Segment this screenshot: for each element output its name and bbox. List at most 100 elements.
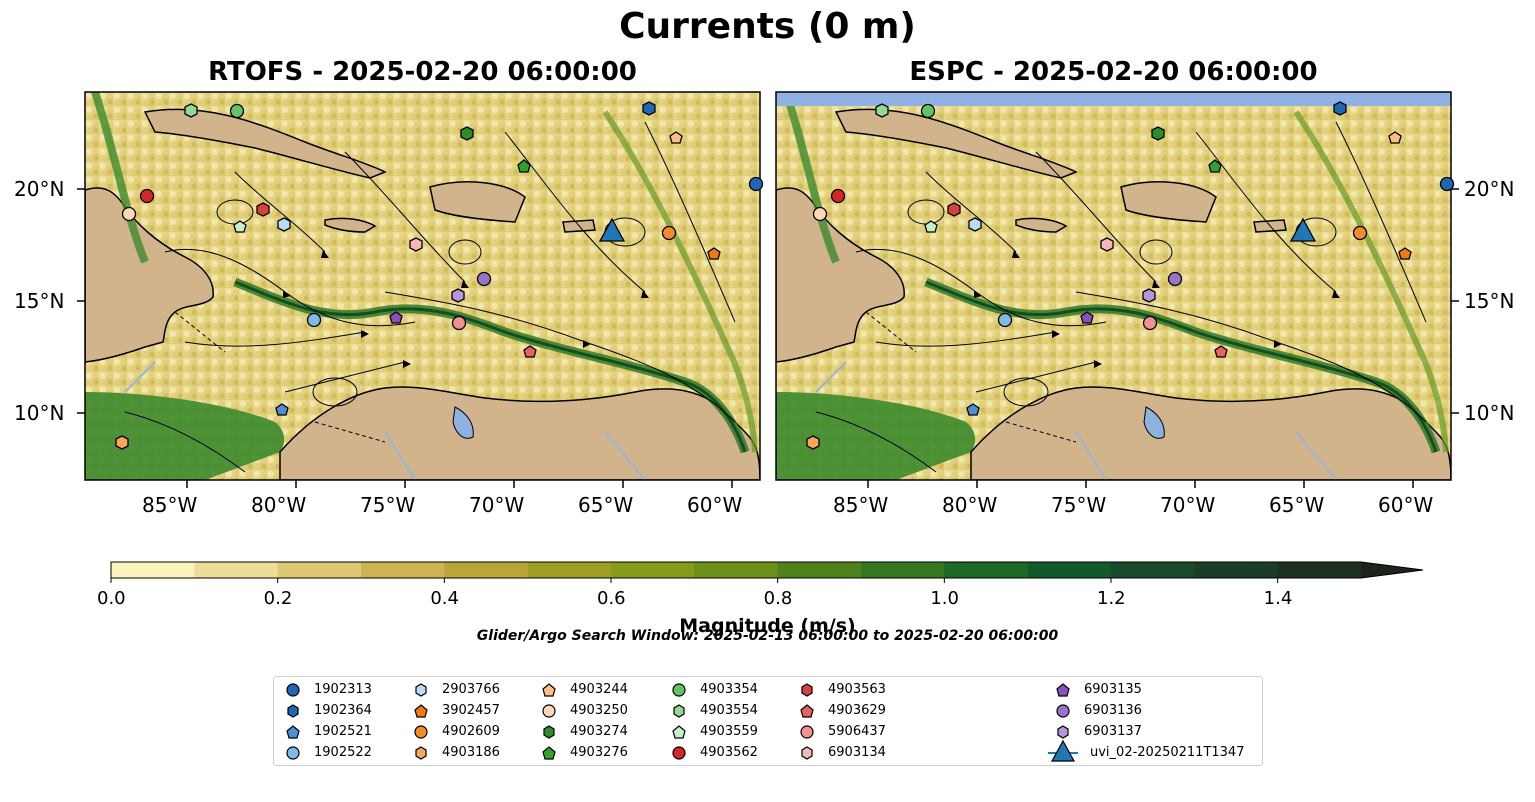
colorbar-tick-label: 1.2 — [1097, 588, 1126, 609]
legend-marker-icon — [1056, 683, 1070, 697]
legend-label: 1902364 — [314, 703, 372, 718]
panel-title-rtofs: RTOFS - 2025-02-20 06:00:00 — [208, 57, 637, 87]
legend-marker-icon — [415, 746, 427, 760]
colorbar-tick-label: 0.8 — [763, 588, 793, 609]
legend-marker-icon — [672, 725, 686, 739]
legend-label: 3902457 — [442, 703, 500, 718]
colorbar-tick-label: 0.4 — [430, 588, 459, 609]
legend-marker-icon — [286, 746, 300, 760]
legend-label: 4903276 — [570, 745, 628, 760]
lon-tick-label: 65°W — [578, 493, 634, 517]
markers-espc — [806, 101, 1455, 450]
legend-label: 1902521 — [314, 724, 372, 739]
legend-marker-icon — [672, 746, 686, 760]
lon-tick-label: 60°W — [1378, 493, 1434, 517]
legend-label: 1902522 — [314, 745, 372, 760]
legend-marker-icon — [414, 704, 428, 718]
colorbar-bin — [361, 562, 445, 578]
legend-label: 4903244 — [570, 682, 628, 697]
legend-marker-icon — [542, 704, 556, 718]
search-window-note: Glider/Argo Search Window: 2025-02-13 06… — [476, 628, 1059, 644]
legend-label: 4903186 — [442, 745, 500, 760]
legend-marker-icon — [1048, 739, 1078, 762]
lat-tick-label: 15°N — [14, 289, 65, 313]
legend-label: 4903629 — [828, 703, 886, 718]
colorbar-extend-arrow — [1361, 562, 1423, 578]
legend-label: 4903250 — [570, 703, 628, 718]
legend-label: 4903274 — [570, 724, 628, 739]
colorbar-bin — [1111, 562, 1195, 578]
legend-marker-icon — [287, 704, 299, 718]
markers-rtofs — [115, 101, 764, 450]
lat-tick-label: 20°N — [14, 177, 65, 201]
lon-tick-label: 85°W — [142, 493, 198, 517]
legend-marker-icon — [800, 704, 814, 718]
legend-marker-icon — [1057, 725, 1069, 739]
figure-title: Currents (0 m) — [619, 6, 916, 47]
legend-label: 4903563 — [828, 682, 886, 697]
colorbar-bin — [694, 562, 779, 578]
colorbar-bin — [194, 562, 279, 578]
colorbar-bin — [527, 562, 612, 578]
legend-marker-icon — [800, 725, 814, 739]
colorbar-bin — [777, 562, 862, 578]
colorbar-bin — [277, 562, 362, 578]
legend-label: 2903766 — [442, 682, 500, 697]
lon-tick-label: 75°W — [1051, 493, 1107, 517]
legend-marker-icon — [286, 683, 300, 697]
colorbar-bin — [611, 562, 695, 578]
lon-tick-label: 70°W — [1160, 493, 1216, 517]
colorbar-tick-label: 0.0 — [97, 588, 126, 609]
colorbar-bin — [1194, 562, 1279, 578]
lon-tick-label: 75°W — [360, 493, 416, 517]
lon-tick-label: 60°W — [687, 493, 743, 517]
lon-tick-label: 80°W — [942, 493, 998, 517]
legend-label: 4902609 — [442, 724, 500, 739]
panel-frame-rtofs — [84, 91, 761, 481]
colorbar-tick-label: 1.0 — [930, 588, 959, 609]
colorbar — [110, 561, 1424, 583]
legend-marker-icon — [415, 683, 427, 697]
lat-tick-label: 15°N — [1464, 289, 1515, 313]
legend-label: 4903554 — [700, 703, 758, 718]
legend: 1902313 1902364 1902521 1902522 2903766 39024… — [273, 676, 1263, 766]
lon-tick-label: 70°W — [469, 493, 525, 517]
lat-tick-label: 10°N — [14, 401, 65, 425]
colorbar-tick-label: 1.4 — [1263, 588, 1293, 609]
legend-label: uvi_02-20250211T1347 — [1090, 745, 1245, 760]
legend-label: 6903135 — [1084, 682, 1142, 697]
legend-marker-icon — [414, 725, 428, 739]
legend-marker-icon — [672, 683, 686, 697]
panel-frame-espc — [775, 91, 1452, 481]
lon-tick-label: 65°W — [1269, 493, 1325, 517]
legend-marker-icon — [542, 683, 556, 697]
legend-marker-icon — [673, 704, 685, 718]
map-panels — [77, 91, 1459, 488]
legend-label: 6903137 — [1084, 724, 1142, 739]
lat-tick-label: 20°N — [1464, 177, 1515, 201]
colorbar-tick-label: 0.2 — [263, 588, 293, 609]
legend-label: 1902313 — [314, 682, 372, 697]
colorbar-bin — [1277, 562, 1362, 578]
legend-label: 4903559 — [700, 724, 758, 739]
legend-marker-icon — [801, 683, 813, 697]
lon-tick-label: 85°W — [833, 493, 889, 517]
legend-marker-icon — [542, 746, 556, 760]
colorbar-title: Magnitude (m/s) — [679, 615, 856, 637]
legend-marker-icon — [1056, 704, 1070, 718]
colorbar-bin — [111, 562, 195, 578]
legend-label: 4903562 — [700, 745, 758, 760]
legend-label: 4903354 — [700, 682, 758, 697]
legend-label: 6903136 — [1084, 703, 1142, 718]
legend-marker-icon — [286, 725, 300, 739]
legend-marker-icon — [543, 725, 555, 739]
legend-label: 5906437 — [828, 724, 886, 739]
colorbar-bin — [444, 562, 529, 578]
lat-tick-label: 10°N — [1464, 401, 1515, 425]
lon-tick-label: 80°W — [251, 493, 307, 517]
colorbar-bin — [861, 562, 945, 578]
colorbar-bin — [1027, 562, 1112, 578]
panel-title-espc: ESPC - 2025-02-20 06:00:00 — [909, 57, 1318, 87]
legend-marker-icon — [801, 746, 813, 760]
colorbar-bin — [944, 562, 1029, 578]
